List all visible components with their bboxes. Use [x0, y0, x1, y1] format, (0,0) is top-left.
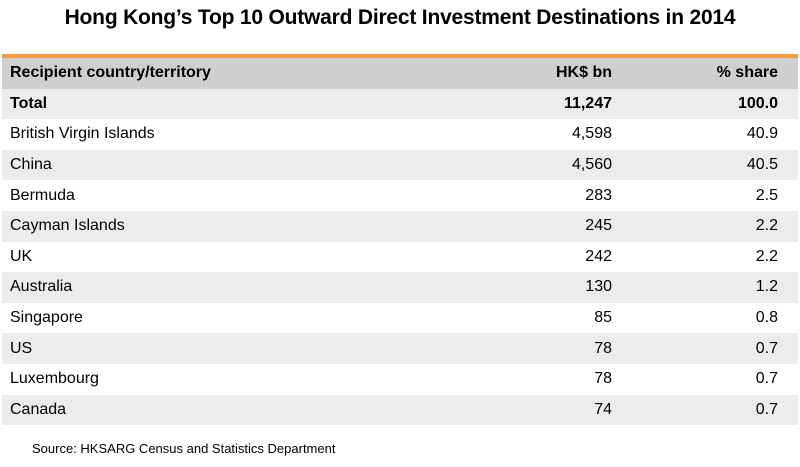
- row-value: 85: [594, 309, 612, 327]
- table-row: Singapore 85 0.8: [2, 303, 798, 334]
- data-table: Recipient country/territory HK$ bn % sha…: [2, 58, 798, 426]
- row-share: 0.7: [755, 339, 778, 357]
- total-label: Total: [10, 94, 48, 112]
- total-share: 100.0: [737, 94, 778, 112]
- row-share: 2.5: [755, 186, 778, 204]
- row-country: Singapore: [10, 309, 83, 327]
- row-country: Australia: [10, 278, 73, 296]
- row-share: 40.9: [746, 125, 778, 143]
- table-row: Luxembourg 78 0.7: [2, 364, 798, 395]
- row-share: 2.2: [755, 217, 778, 235]
- row-value: 4,598: [571, 125, 612, 143]
- row-value: 78: [594, 370, 612, 388]
- accent-bar: [2, 54, 798, 58]
- total-value: 11,247: [563, 94, 612, 112]
- row-value: 245: [585, 217, 612, 235]
- row-share: 0.7: [755, 370, 778, 388]
- table-row: US 78 0.7: [2, 333, 798, 364]
- source-note: Source: HKSARG Census and Statistics Dep…: [32, 441, 336, 456]
- row-value: 74: [594, 400, 612, 418]
- row-country: Luxembourg: [10, 370, 99, 388]
- table-row: Australia 130 1.2: [2, 272, 798, 303]
- table-row: UK 242 2.2: [2, 242, 798, 273]
- row-country: US: [10, 339, 33, 357]
- row-country: Cayman Islands: [10, 217, 125, 235]
- table-row: Bermuda 283 2.5: [2, 180, 798, 211]
- table-row: Cayman Islands 245 2.2: [2, 210, 798, 242]
- row-country: Bermuda: [10, 186, 75, 204]
- column-header-share: % share: [716, 64, 778, 82]
- row-country: China: [10, 156, 52, 174]
- table-header-row: Recipient country/territory HK$ bn % sha…: [2, 58, 798, 89]
- row-share: 1.2: [755, 278, 778, 296]
- row-share: 40.5: [746, 156, 778, 174]
- table-row: British Virgin Islands 4,598 40.9: [2, 119, 798, 150]
- row-value: 283: [585, 186, 612, 204]
- row-value: 4,560: [571, 156, 612, 174]
- column-header-country: Recipient country/territory: [10, 64, 211, 82]
- row-country: Canada: [10, 400, 67, 418]
- row-country: UK: [10, 247, 33, 265]
- row-share: 0.8: [755, 309, 778, 327]
- row-share: 2.2: [755, 247, 778, 265]
- row-value: 242: [585, 247, 612, 265]
- row-value: 78: [594, 339, 612, 357]
- table-row: China 4,560 40.5: [2, 149, 798, 181]
- column-header-value: HK$ bn: [556, 64, 612, 82]
- row-value: 130: [585, 278, 612, 296]
- row-share: 0.7: [755, 400, 778, 418]
- table-row-total: Total 11,247 100.0: [2, 88, 798, 120]
- table-row: Canada 74 0.7: [2, 394, 798, 426]
- row-country: British Virgin Islands: [10, 125, 155, 143]
- chart-title: Hong Kong’s Top 10 Outward Direct Invest…: [64, 6, 736, 29]
